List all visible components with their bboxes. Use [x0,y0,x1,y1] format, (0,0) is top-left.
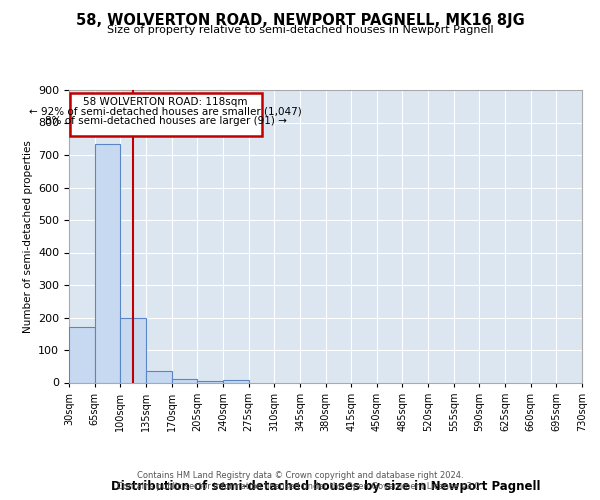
FancyBboxPatch shape [70,93,262,136]
Bar [146,371,172,382]
Text: Contains public sector information licensed under the Open Government Licence v3: Contains public sector information licen… [118,482,482,491]
Bar [223,380,248,382]
Bar [69,327,95,382]
Y-axis label: Number of semi-detached properties: Number of semi-detached properties [23,140,32,332]
Text: Contains HM Land Registry data © Crown copyright and database right 2024.: Contains HM Land Registry data © Crown c… [137,471,463,480]
Bar [121,318,146,382]
Bar [172,379,197,382]
Bar [95,144,121,382]
Bar [197,381,223,382]
Text: ← 92% of semi-detached houses are smaller (1,047): ← 92% of semi-detached houses are smalle… [29,106,302,116]
Text: Size of property relative to semi-detached houses in Newport Pagnell: Size of property relative to semi-detach… [107,25,493,35]
Text: 58 WOLVERTON ROAD: 118sqm: 58 WOLVERTON ROAD: 118sqm [83,97,248,107]
Text: 58, WOLVERTON ROAD, NEWPORT PAGNELL, MK16 8JG: 58, WOLVERTON ROAD, NEWPORT PAGNELL, MK1… [76,12,524,28]
X-axis label: Distribution of semi-detached houses by size in Newport Pagnell: Distribution of semi-detached houses by … [111,480,540,492]
Text: 8% of semi-detached houses are larger (91) →: 8% of semi-detached houses are larger (9… [45,116,287,126]
